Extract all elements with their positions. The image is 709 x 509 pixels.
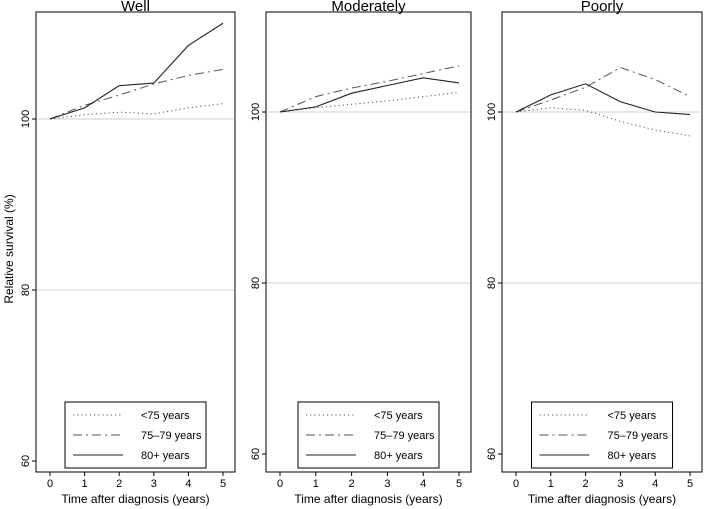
legend-box xyxy=(297,401,440,469)
series-line-1 xyxy=(279,65,460,113)
series-line-1 xyxy=(49,68,224,120)
y-tick-label: 100 xyxy=(250,103,262,121)
panel-title: Poorly xyxy=(581,0,624,15)
x-tick-label: 0 xyxy=(47,478,53,490)
legend-label: <75 years xyxy=(141,410,190,422)
x-tick-label: 5 xyxy=(220,478,226,490)
y-tick-label: 80 xyxy=(486,277,498,289)
panel-frame xyxy=(35,11,236,473)
x-tick-label: 3 xyxy=(384,478,390,490)
x-axis-label: Time after diagnosis (years) xyxy=(294,492,442,506)
x-tick-label: 2 xyxy=(116,478,122,490)
x-tick-label: 3 xyxy=(617,478,623,490)
x-tick-label: 1 xyxy=(313,478,319,490)
x-tick-label: 2 xyxy=(583,478,589,490)
y-tick-label: 80 xyxy=(250,277,262,289)
series-line-1 xyxy=(515,66,691,113)
x-tick-label: 0 xyxy=(277,478,283,490)
y-tick-label: 60 xyxy=(20,455,32,467)
series-line-2 xyxy=(515,83,691,116)
panel-well: Well 60 80 100 0 1 2 3 4 5 Time after diagnosis (y… xyxy=(20,0,236,506)
legend-label: <75 years xyxy=(374,410,423,422)
x-axis-label: Time after diagnosis (years) xyxy=(61,492,209,506)
legend-label: 80+ years xyxy=(141,450,190,462)
panel-moderately: Moderately 60 80 100 0 1 2 3 4 5 Time after diagno… xyxy=(250,0,472,506)
legend: <75 years 75–79 years 80+ years xyxy=(64,401,207,469)
legend-label: 80+ years xyxy=(374,450,423,462)
x-tick-label: 2 xyxy=(349,478,355,490)
x-tick-label: 4 xyxy=(652,478,658,490)
panel-title: Well xyxy=(121,0,150,15)
y-tick-label: 60 xyxy=(250,448,262,460)
legend-label: 75–79 years xyxy=(608,430,669,442)
series-line-0 xyxy=(279,91,460,113)
legend-box xyxy=(531,401,673,469)
series-line-2 xyxy=(49,22,224,120)
x-tick-label: 0 xyxy=(513,478,519,490)
x-axis-label: Time after diagnosis (years) xyxy=(528,492,676,506)
x-tick-label: 5 xyxy=(456,478,462,490)
y-axis-label: Relative survival (%) xyxy=(2,194,16,303)
x-tick-label: 1 xyxy=(548,478,554,490)
y-tick-label: 80 xyxy=(20,284,32,296)
legend-label: 75–79 years xyxy=(374,430,435,442)
panel-poorly: Poorly 60 80 100 0 1 2 3 4 5 Time after diagnosis … xyxy=(486,0,703,506)
y-tick-label: 100 xyxy=(20,110,32,128)
y-tick-label: 100 xyxy=(486,103,498,121)
legend-label: <75 years xyxy=(608,410,657,422)
panel-frame xyxy=(265,11,472,473)
legend-box xyxy=(64,401,207,469)
series-line-0 xyxy=(49,103,224,120)
x-tick-label: 4 xyxy=(185,478,191,490)
legend-label: 75–79 years xyxy=(141,430,202,442)
series-line-2 xyxy=(279,77,460,113)
x-tick-label: 5 xyxy=(687,478,693,490)
panel-title: Moderately xyxy=(331,0,406,15)
legend-label: 80+ years xyxy=(608,450,657,462)
legend: <75 years 75–79 years 80+ years xyxy=(531,401,673,469)
x-tick-label: 3 xyxy=(151,478,157,490)
x-tick-label: 1 xyxy=(82,478,88,490)
series-line-0 xyxy=(515,107,691,137)
y-tick-label: 60 xyxy=(486,448,498,460)
legend: <75 years 75–79 years 80+ years xyxy=(297,401,440,469)
x-tick-label: 4 xyxy=(420,478,426,490)
panel-frame xyxy=(501,11,703,473)
